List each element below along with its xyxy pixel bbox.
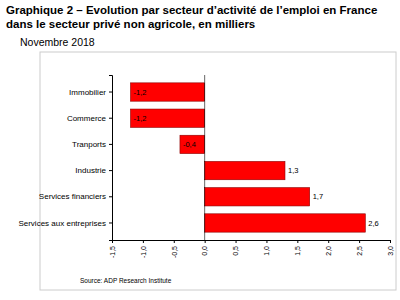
x-tick-mark (297, 240, 298, 243)
data-labels: -1,2 -1,2 -0,4 1,3 1,7 2,6 (134, 88, 379, 228)
x-tick-mark (359, 240, 360, 243)
x-tick-mark (174, 240, 175, 243)
y-tick: Immobilier (69, 88, 112, 97)
zero-line (204, 75, 205, 240)
chart-frame (40, 52, 396, 290)
x-tick: -1,5 (109, 240, 116, 258)
x-tick-mark (236, 240, 237, 243)
x-tick-label: -1,5 (109, 246, 116, 258)
data-label: -1,2 (134, 88, 147, 97)
y-tick-mark (109, 170, 112, 171)
x-tick: 2,5 (356, 240, 363, 256)
data-label: 1,3 (288, 166, 298, 175)
x-tick-label: 1,0 (263, 246, 270, 256)
x-tick: -1,0 (140, 240, 147, 258)
x-tick: 0,5 (232, 240, 239, 256)
subtitle: Novembre 2018 (20, 36, 95, 48)
source: Source: ADP Research Institute (80, 277, 172, 284)
bar (205, 214, 366, 232)
y-tick: Tranports (72, 140, 112, 149)
bar (205, 161, 285, 179)
y-tick-label: Industrie (75, 166, 106, 175)
x-tick: 3,0 (387, 240, 394, 256)
x-tick-label: 0,5 (232, 246, 239, 256)
y-tick: Services financiers (39, 192, 112, 201)
bars (131, 83, 366, 232)
bar (180, 135, 205, 153)
y-tick: Services aux entreprises (18, 219, 112, 228)
x-tick-mark (328, 240, 329, 243)
x-tick-label: 0,0 (201, 246, 208, 256)
y-tick-mark (109, 222, 112, 223)
x-tick-label: 2,5 (356, 246, 363, 256)
chart: Graphique 2 – Evolution par secteur d’ac… (0, 0, 400, 300)
bar (205, 188, 310, 206)
y-tick-label: Tranports (72, 140, 106, 149)
y-tick: Industrie (75, 166, 112, 175)
y-tick-label: Services financiers (39, 192, 106, 201)
y-tick-mark (109, 118, 112, 119)
data-label: -1,2 (134, 114, 147, 123)
y-tick-mark (109, 144, 112, 145)
x-tick-mark (266, 240, 267, 243)
data-label: 1,7 (313, 192, 323, 201)
x-tick-label: 2,0 (325, 246, 332, 256)
x-axis-line (113, 241, 391, 244)
y-tick: Commerce (67, 114, 112, 123)
x-tick-mark (390, 240, 391, 243)
y-tick-label: Services aux entreprises (18, 219, 106, 228)
y-tick-label: Immobilier (69, 88, 106, 97)
x-tick: 1,0 (263, 240, 270, 256)
x-tick-label: -1,0 (140, 246, 147, 258)
x-tick-label: 3,0 (387, 246, 394, 256)
title: Graphique 2 – Evolution par secteur d’ac… (6, 4, 377, 30)
y-tick-mark (109, 196, 112, 197)
x-axis: -1,5 -1,0 -0,5 0,0 0,5 1,0 1,5 2,0 2,5 3,0 (109, 240, 394, 258)
x-tick: 1,5 (294, 240, 301, 256)
data-label: 2,6 (368, 219, 378, 228)
y-tick-label: Commerce (67, 114, 107, 123)
x-tick-label: 1,5 (294, 246, 301, 256)
y-axis-line (109, 76, 113, 241)
y-tick-mark (109, 92, 112, 93)
x-tick-label: -0,5 (171, 246, 178, 258)
x-tick-mark (143, 240, 144, 243)
x-tick-mark (205, 240, 206, 243)
x-tick: -0,5 (171, 240, 178, 258)
y-axis: Immobilier Commerce Tranports Industrie Serv… (18, 76, 112, 241)
data-label: -0,4 (183, 140, 196, 149)
x-tick: 0,0 (201, 240, 208, 256)
x-tick: 2,0 (325, 240, 332, 256)
bar (131, 109, 205, 127)
bar (131, 83, 205, 101)
